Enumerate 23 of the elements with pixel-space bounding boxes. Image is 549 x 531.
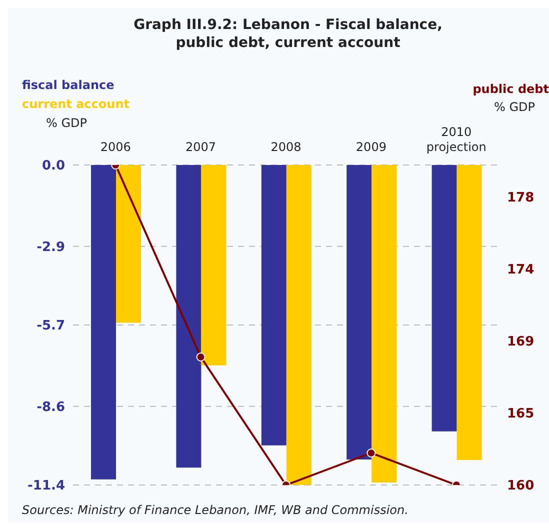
text: fiscal balance: [22, 77, 116, 94]
x-tick-label: 2009: [356, 140, 386, 154]
text: public debt: [472, 82, 549, 96]
x-tick-label: 2007: [186, 140, 216, 154]
y2-tick-label: 169: [507, 334, 534, 350]
y-tick-label: -8.6: [36, 400, 65, 416]
y2-tick-label: 178: [507, 190, 534, 206]
y-tick-label: -5.7: [36, 318, 65, 334]
x-tick-label: 2010 projection: [426, 125, 486, 154]
y-tick-label: -2.9: [36, 240, 65, 256]
y2-tick-label: 160: [507, 478, 534, 494]
y-tick-label: -11.4: [28, 478, 65, 494]
y-axis-title: % GDP: [46, 116, 87, 130]
y2-tick-label: 165: [507, 406, 534, 422]
x-tick-label: 2008: [270, 140, 302, 154]
point: [196, 352, 206, 362]
y2-tick-label: 174: [507, 262, 534, 278]
y-tick-label: 0.0: [42, 158, 65, 174]
text: current account: [22, 96, 130, 113]
x-tick-label: 2006: [100, 140, 131, 154]
source-note: Sources: Ministry of Finance Lebanon, IMF, WB and Commission.: [22, 503, 408, 517]
y2-axis-title: % GDP: [494, 100, 535, 114]
chart-title: Graph III.9.2: Lebanon - Fiscal balance, public debt, current account: [132, 16, 444, 52]
